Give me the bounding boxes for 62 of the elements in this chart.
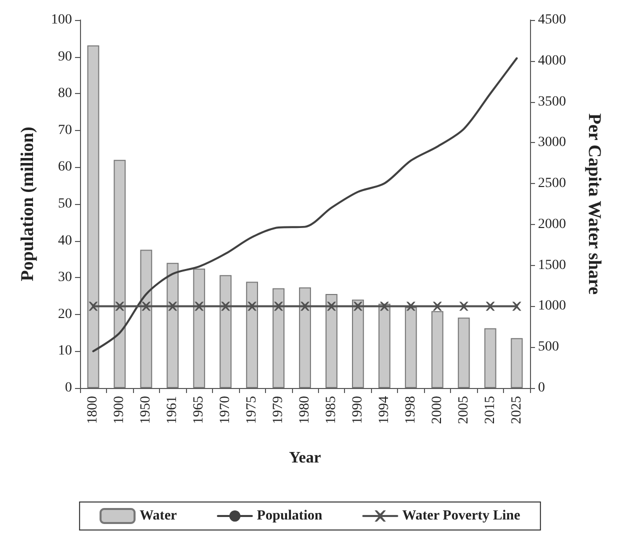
- y-tick-label: 60: [58, 160, 72, 175]
- x-tick-label: 1990: [350, 396, 366, 424]
- bar: [458, 318, 470, 388]
- y2-tick-label: 0: [538, 380, 545, 396]
- x-tick-label: 1970: [218, 396, 234, 424]
- x-tick-label: 1994: [376, 396, 392, 424]
- bar: [352, 300, 364, 388]
- bar: [114, 160, 126, 388]
- y-tick-label: 10: [58, 344, 72, 359]
- y-tick-label: 40: [58, 233, 72, 248]
- bar: [510, 338, 523, 388]
- x-tick-label: 2005: [456, 396, 472, 424]
- y-tick-label: 20: [58, 306, 72, 322]
- x-axis-title: Year: [289, 450, 321, 466]
- bar: [378, 304, 390, 388]
- x-tick-label: 1900: [112, 396, 128, 424]
- y-tick-label: 50: [58, 196, 72, 212]
- x-tick-label: 2000: [430, 396, 445, 424]
- bar: [431, 311, 444, 388]
- line-series: [92, 57, 518, 352]
- bar: [166, 262, 179, 388]
- x-tick-label: 1950: [138, 396, 154, 424]
- x-tick-label: 2025: [509, 396, 524, 424]
- bar: [246, 282, 258, 388]
- bar: [404, 307, 417, 388]
- legend-label: Water: [140, 508, 177, 524]
- y-tick-label: 30: [58, 270, 72, 286]
- y2-tick-label: 1000: [538, 298, 566, 314]
- y-tick-label: 100: [51, 12, 72, 28]
- x-tick-label: 1980: [298, 396, 312, 424]
- x-tick-label: 1965: [192, 396, 207, 424]
- y2-tick-label: 500: [538, 340, 559, 355]
- x-tick-label: 1975: [244, 396, 260, 424]
- legend-label: Water Poverty Line: [402, 508, 520, 524]
- x-tick-label: 1961: [165, 396, 180, 424]
- bar: [193, 268, 206, 388]
- y2-tick-label: 4500: [538, 12, 566, 28]
- y-tick-label: 70: [58, 122, 72, 138]
- y2-tick-label: 3000: [538, 135, 566, 150]
- bar: [87, 45, 100, 388]
- x-tick-label: 1979: [271, 396, 286, 424]
- bar: [326, 294, 338, 388]
- y2-tick-label: 1500: [538, 258, 566, 273]
- y-tick-label: 90: [58, 49, 72, 64]
- y-axis-title: Population (million): [17, 126, 37, 282]
- y-tick-label: 0: [65, 380, 72, 396]
- y2-tick-label: 3500: [538, 94, 566, 110]
- y-tick-label: 80: [58, 86, 72, 102]
- x-tick-label: 1985: [324, 396, 339, 424]
- bar: [220, 275, 232, 388]
- y2-tick-label: 4000: [538, 53, 566, 68]
- bar: [272, 288, 284, 388]
- y2-axis-title: Per Capita Water share: [585, 113, 605, 295]
- bar: [140, 250, 152, 388]
- x-tick-label: 2015: [482, 396, 498, 424]
- bar: [484, 328, 496, 388]
- y2-tick-label: 2000: [538, 216, 566, 232]
- bar: [299, 287, 311, 388]
- x-tick-label: 1800: [86, 396, 101, 424]
- x-tick-label: 1998: [403, 396, 418, 424]
- y2-tick-label: 2500: [538, 176, 566, 192]
- legend-label: Population: [256, 508, 322, 524]
